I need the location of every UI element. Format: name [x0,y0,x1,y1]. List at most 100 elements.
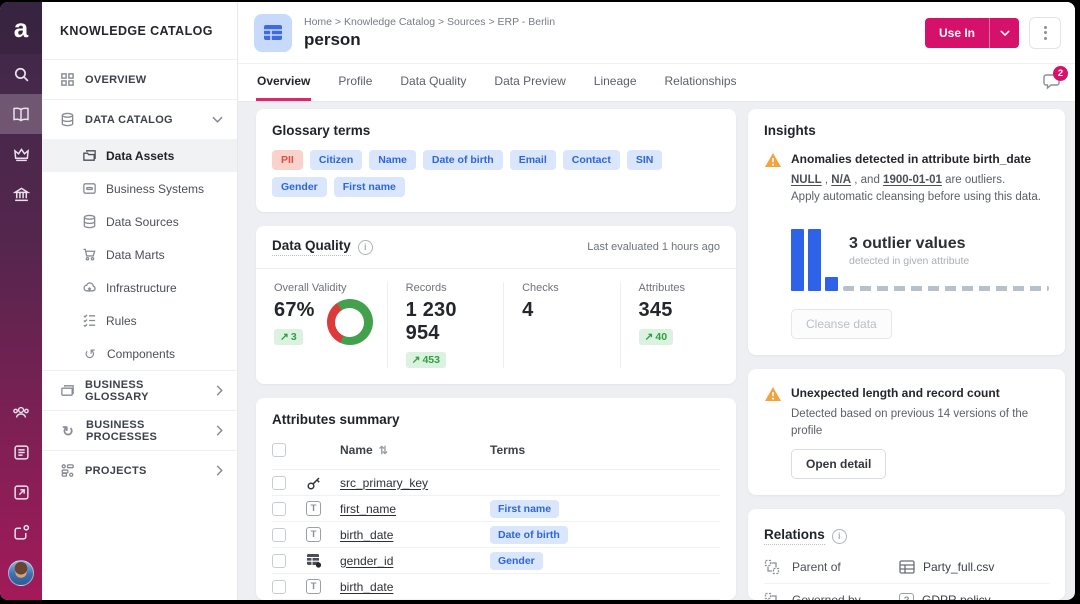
sidebar-item-label: Rules [106,313,137,328]
row-checkbox[interactable] [272,475,286,490]
glossary-chip[interactable]: Name [369,150,416,170]
sort-icon[interactable]: ⇅ [378,445,388,457]
sidebar-item-label: Data Marts [106,247,165,262]
list-panel-icon[interactable] [0,432,42,472]
table-row: gender_id Gender [272,548,720,574]
sidebar-item-infrastructure[interactable]: Infrastructure [42,271,237,304]
attribute-link[interactable]: birth_date [340,527,394,542]
attribute-link[interactable]: src_primary_key [340,475,429,490]
column-name[interactable]: Name [340,443,373,457]
insight-description: NULL , N/A , and 1900-01-01 are outliers… [791,174,1006,186]
use-in-button[interactable]: Use In [924,17,1019,48]
relation-target[interactable]: ? GDPR policy [899,592,1049,600]
user-avatar[interactable] [8,560,34,586]
trend-badge: ↗ 3 [274,329,303,345]
row-checkbox[interactable] [272,501,286,516]
more-options-button[interactable] [1029,16,1061,49]
sidebar-item-label: BUSINESS PROCESSES [86,418,158,443]
glossary-chip[interactable]: Gender [272,177,327,197]
sidebar-item-data-marts[interactable]: Data Marts [42,238,237,271]
glossary-chip[interactable]: First name [333,177,405,197]
tab-relationships[interactable]: Relationships [664,74,737,88]
use-in-label[interactable]: Use In [938,25,975,40]
text-type-icon: T [306,501,321,516]
insight-title: Anomalies detected in attribute birth_da… [791,152,1032,166]
tab-overview[interactable]: Overview [256,65,312,101]
select-all-checkbox[interactable] [272,443,286,457]
chevron-down-icon [212,116,223,123]
brand-logo[interactable]: a [0,2,42,54]
sidebar-item-business-processes[interactable]: ↻ BUSINESS PROCESSES [42,411,237,450]
chevron-right-icon [216,385,223,396]
metric-records: Records 1 230 954 ↗ 453 [386,282,503,368]
left-column: Glossary terms PII Citizen Name Date of … [256,109,736,600]
bar [825,276,838,291]
sidebar-item-rules[interactable]: Rules [42,304,237,337]
metric-attributes: Attributes 345 ↗ 40 [619,282,736,368]
row-checkbox[interactable] [272,527,286,542]
outlier-value[interactable]: NULL [791,174,822,186]
tab-data-preview[interactable]: Data Preview [494,74,566,88]
sidebar-item-projects[interactable]: PROJECTS [42,451,237,490]
export-icon[interactable] [0,472,42,512]
catalog-book-icon[interactable] [0,94,42,134]
sidebar-item-business-systems[interactable]: Business Systems [42,172,237,205]
row-checkbox[interactable] [272,553,286,568]
glossary-chip[interactable]: PII [272,150,303,170]
governance-bank-icon[interactable] [0,174,42,214]
glossary-chip[interactable]: Date of birth [422,150,503,170]
comments-button[interactable]: 2 [1042,66,1068,95]
open-detail-button[interactable]: Open detail [791,449,887,479]
sidebar-item-overview[interactable]: OVERVIEW [42,60,237,99]
chevron-right-icon [216,465,223,476]
sidebar-item-business-glossary[interactable]: BUSINESS GLOSSARY [42,371,237,410]
release-notes-icon[interactable] [0,512,42,552]
breadcrumb[interactable]: Home > Knowledge Catalog > Sources > ERP… [304,15,556,28]
sidebar-item-data-catalog[interactable]: DATA CATALOG [42,100,237,139]
table-icon [899,560,915,574]
sidebar-item-label: Infrastructure [106,280,177,295]
sidebar-item-label: Components [107,346,176,361]
table-header: Name ⇅ Terms [272,427,720,470]
cleanse-data-button[interactable]: Cleanse data [791,308,892,339]
info-icon[interactable]: i [831,528,847,544]
attribute-link[interactable]: birth_date [340,579,394,594]
search-icon[interactable] [0,54,42,94]
relation-target[interactable]: Party_full.csv [899,560,1049,574]
term-chip[interactable]: First name [490,499,560,518]
attribute-link[interactable]: gender_id [340,553,394,568]
term-chip[interactable]: Gender [490,551,543,570]
relations-title[interactable]: Relations [764,527,825,545]
attribute-link[interactable]: first_name [340,501,397,516]
metric-value: 1 230 954 [405,299,457,344]
glossary-chip[interactable]: SIN [626,150,663,170]
table-entity-icon [254,13,292,52]
sidebar-item-label: PROJECTS [85,464,147,477]
people-icon[interactable] [0,392,42,432]
relation-type-icon [764,592,777,600]
content-area: Glossary terms PII Citizen Name Date of … [238,102,1075,600]
outlier-value[interactable]: 1900-01-01 [883,174,942,186]
sidebar-item-data-sources[interactable]: Data Sources [42,205,237,238]
tab-profile[interactable]: Profile [338,74,373,88]
process-cycle-icon: ↻ [61,422,75,439]
trend-badge: ↗ 40 [638,329,674,345]
data-quality-title[interactable]: Data Quality [272,238,351,256]
key-icon [307,476,320,490]
tab-data-quality[interactable]: Data Quality [400,74,467,88]
term-chip[interactable]: Date of birth [490,525,568,544]
crown-icon[interactable] [0,134,42,174]
glossary-chip[interactable]: Citizen [309,150,363,170]
last-evaluated-text: Last evaluated 1 hours ago [587,241,720,253]
sidebar-item-data-assets[interactable]: Data Assets [42,139,237,172]
sidebar-item-components[interactable]: ↺ Components [42,337,237,370]
row-checkbox[interactable] [272,579,286,594]
use-in-dropdown-toggle[interactable] [989,17,1019,48]
tab-lineage[interactable]: Lineage [593,74,637,88]
outlier-value[interactable]: N/A [831,174,852,186]
metric-label: Checks [522,282,559,294]
glossary-chip[interactable]: Contact [562,150,620,170]
info-icon[interactable]: i [357,239,373,255]
glossary-chip[interactable]: Email [509,150,556,170]
